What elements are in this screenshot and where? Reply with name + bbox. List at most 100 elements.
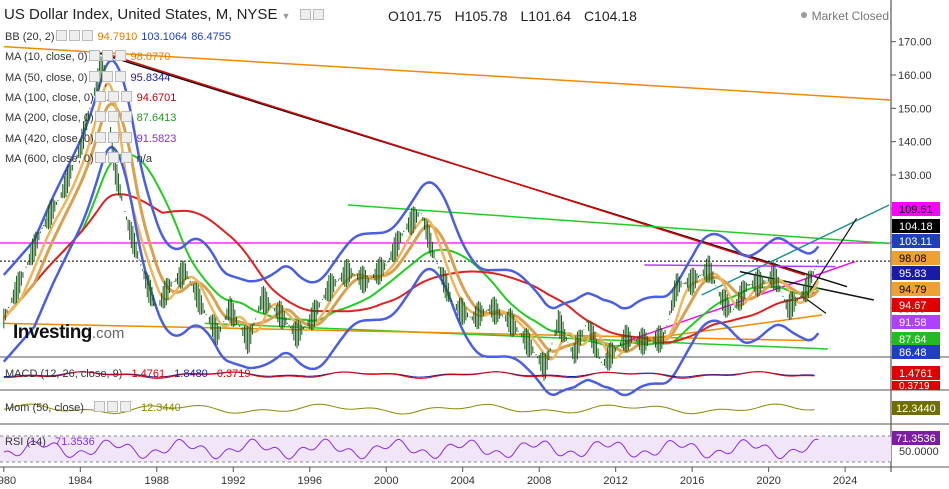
close-icon[interactable] — [120, 111, 132, 123]
year-tick-label: 2020 — [756, 475, 780, 487]
trendline-teal[interactable] — [701, 204, 890, 296]
indicator-value: n/a — [136, 152, 152, 165]
trendline-green-lower[interactable] — [204, 322, 828, 350]
indicator-label: MA (420, close, 0) — [5, 132, 94, 145]
close-icon[interactable] — [81, 30, 93, 41]
eye-icon[interactable] — [94, 90, 106, 102]
price-tag-label: 109.61 — [899, 204, 933, 216]
bb-lower-line — [2, 145, 820, 397]
year-tick-label: 2008 — [527, 475, 551, 487]
eye-icon[interactable] — [94, 131, 106, 143]
price-tag-label: 95.83 — [899, 268, 927, 280]
gear-icon[interactable] — [107, 111, 119, 123]
indicator-row[interactable]: MA (420, close, 0) 91.5823 — [5, 131, 177, 145]
price-tag-label: 94.67 — [899, 300, 927, 312]
macd-label: MACD (12, 26, close, 9) — [5, 368, 123, 380]
indicator-row[interactable]: MA (10, close, 0) 98.0770 — [5, 50, 170, 63]
gear-icon[interactable] — [107, 151, 119, 163]
macd-tag-bg — [892, 366, 940, 380]
rsi-legend[interactable]: RSI (14) 71.3536 — [5, 436, 95, 448]
close-icon[interactable] — [120, 131, 132, 143]
price-tick-label: 170.00 — [898, 37, 932, 49]
gear-icon[interactable] — [312, 9, 324, 20]
indicator-row[interactable]: MA (50, close, 0) 95.8344 — [5, 70, 171, 84]
trendline-violet[interactable] — [644, 264, 836, 268]
price-tick-label: 160.00 — [898, 70, 932, 82]
eye-icon[interactable] — [88, 50, 100, 62]
macd-hist-value: 0.3719 — [216, 368, 251, 380]
eye-icon[interactable] — [299, 9, 311, 20]
macd-line — [3, 371, 815, 379]
gear-icon[interactable] — [101, 50, 113, 62]
price-tag-bg — [892, 315, 940, 329]
indicator-label: BB (20, 2) — [5, 31, 55, 43]
price-tag-label: 86.48 — [899, 347, 927, 359]
trendline-orange-top[interactable] — [3, 45, 892, 101]
price-tick-label: 150.00 — [898, 103, 932, 115]
chart-title-bar[interactable]: US Dollar Index, United States, M, NYSE ▼ — [4, 6, 325, 23]
close-icon[interactable] — [114, 50, 126, 62]
trendline-green-upper[interactable] — [347, 204, 890, 245]
chevron-down-icon[interactable]: ▼ — [281, 11, 291, 21]
close-value: C104.18 — [583, 8, 637, 24]
indicator-value: 91.5823 — [136, 132, 177, 145]
eye-icon[interactable] — [94, 151, 106, 163]
momentum-legend[interactable]: Mom (50, close) 12.3440 — [5, 401, 181, 414]
indicator-row[interactable]: BB (20, 2) 94.7910 103.1064 86.4755 — [5, 30, 231, 43]
eye-icon[interactable] — [55, 30, 67, 41]
close-icon[interactable] — [120, 151, 132, 163]
trendline-orange-channel[interactable] — [625, 314, 823, 343]
trendline-black-up[interactable] — [802, 218, 858, 302]
price-tick-label: 130.00 — [898, 170, 932, 182]
rsi-line — [3, 438, 819, 460]
market-status: Market Closed — [800, 9, 889, 23]
year-tick-label: 1988 — [145, 475, 169, 487]
momentum-label: Mom (50, close) — [5, 402, 84, 414]
chart-header: US Dollar Index, United States, M, NYSE ▼… — [0, 0, 949, 34]
indicator-value: 95.8344 — [130, 71, 171, 84]
eye-icon[interactable] — [88, 70, 100, 82]
rsi-level-label: 50.0000 — [899, 446, 939, 458]
year-tick-label: 2012 — [603, 475, 627, 487]
macd-value: 1.4761 — [131, 368, 166, 380]
year-tick-label: 1980 — [0, 475, 16, 487]
indicator-label: MA (600, close, 0) — [5, 152, 94, 165]
gear-icon[interactable] — [101, 70, 113, 82]
logo-domain: .com — [91, 325, 125, 342]
gear-icon[interactable] — [107, 131, 119, 143]
gear-icon[interactable] — [107, 90, 119, 102]
macd-tag-label: 1.4761 — [899, 368, 933, 380]
price-tag-label: 94.79 — [899, 284, 927, 296]
rsi-value: 71.3536 — [55, 436, 95, 448]
eye-icon[interactable] — [93, 401, 105, 412]
momentum-value: 12.3440 — [140, 402, 181, 414]
indicator-row[interactable]: MA (100, close, 0) 94.6701 — [5, 90, 176, 104]
ma50-line — [2, 102, 820, 354]
gear-icon[interactable] — [68, 30, 80, 41]
rsi-label: RSI (14) — [5, 436, 46, 448]
price-tag-label: 104.18 — [899, 221, 933, 233]
bb-upper-line — [2, 59, 820, 310]
year-tick-label: 2000 — [374, 475, 398, 487]
close-icon[interactable] — [114, 70, 126, 82]
macd-legend[interactable]: MACD (12, 26, close, 9) 1.4761 1.8480 0.… — [5, 368, 251, 380]
market-status-text: Market Closed — [811, 9, 889, 23]
gear-icon[interactable] — [106, 401, 118, 412]
indicator-value: 103.1064 — [141, 31, 188, 43]
macd-signal-value: 1.8480 — [174, 368, 208, 380]
indicator-row[interactable]: MA (200, close, 0) 87.6413 — [5, 111, 176, 124]
price-tag-bg — [892, 202, 940, 216]
close-icon[interactable] — [120, 90, 132, 102]
macd-tag-bg — [892, 381, 940, 390]
year-tick-label: 1992 — [221, 475, 245, 487]
indicator-row[interactable]: MA (600, close, 0) n/a — [5, 151, 152, 165]
ma10-line — [2, 82, 820, 361]
macd-signal-line — [3, 371, 815, 378]
price-tag-label: 98.08 — [899, 253, 927, 265]
year-tick-label: 2024 — [833, 475, 857, 487]
trendline-red-main[interactable] — [104, 52, 806, 276]
close-icon[interactable] — [119, 401, 131, 412]
price-tick-label: 140.00 — [898, 137, 932, 149]
eye-icon[interactable] — [94, 111, 106, 123]
